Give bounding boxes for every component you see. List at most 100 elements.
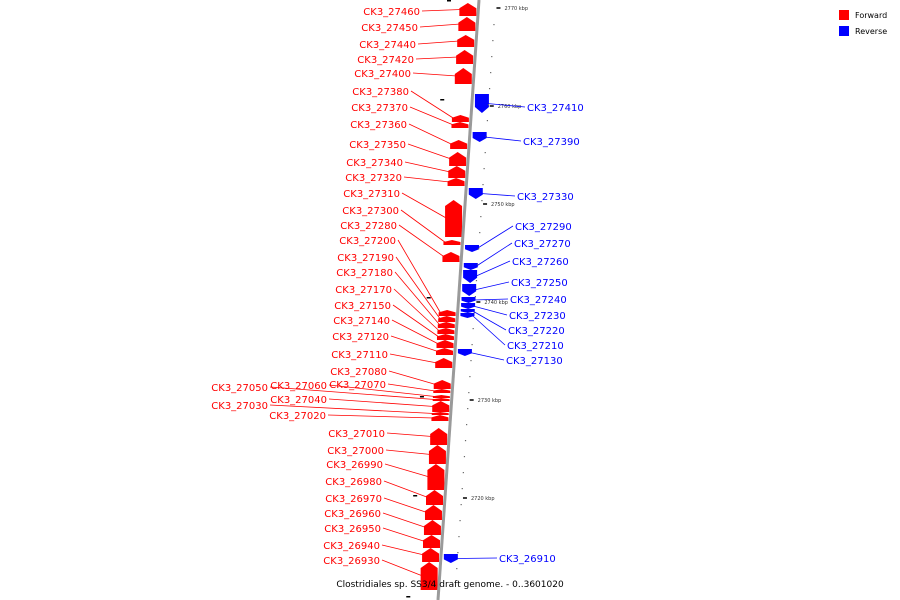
gene-label-ck3-27440[interactable]: CK3_27440 (359, 40, 416, 51)
gene-block-ck3-27330[interactable] (468, 188, 483, 199)
gene-label-ck3-27110[interactable]: CK3_27110 (331, 350, 388, 361)
gene-label-ck3-27150[interactable]: CK3_27150 (334, 301, 391, 312)
gene-block-ck3-27380[interactable] (451, 115, 469, 122)
gene-label-ck3-26910[interactable]: CK3_26910 (499, 554, 556, 565)
gene-label-ck3-27040[interactable]: CK3_27040 (270, 395, 327, 406)
gene-block-ck3-27420[interactable] (456, 50, 474, 64)
gene-label-ck3-27230[interactable]: CK3_27230 (509, 311, 566, 322)
gene-label-ck3-27120[interactable]: CK3_27120 (332, 332, 389, 343)
gene-label-ck3-26950[interactable]: CK3_26950 (324, 524, 381, 535)
gene-block-ck3-27310[interactable] (445, 200, 463, 237)
gene-label-ck3-27270[interactable]: CK3_27270 (514, 239, 571, 250)
gene-label-ck3-27410[interactable]: CK3_27410 (527, 103, 584, 114)
gene-label-ck3-27140[interactable]: CK3_27140 (333, 316, 390, 327)
gene-block-ck3-26930[interactable] (420, 562, 438, 590)
gene-label-ck3-27340[interactable]: CK3_27340 (346, 158, 403, 169)
gene-block-ck3-26970[interactable] (424, 505, 442, 520)
gene-label-ck3-27240[interactable]: CK3_27240 (510, 295, 567, 306)
gene-label-ck3-27220[interactable]: CK3_27220 (508, 326, 565, 337)
gene-block-ck3-27370[interactable] (451, 122, 469, 128)
gene-block-ck3-27130[interactable] (457, 349, 472, 356)
gene-label-ck3-27330[interactable]: CK3_27330 (517, 192, 574, 203)
gene-block-ck3-27360[interactable] (450, 140, 468, 149)
gene-block-ck3-27270[interactable] (463, 263, 478, 270)
gene-label-ck3-27300[interactable]: CK3_27300 (342, 206, 399, 217)
gene-label-ck3-27350[interactable]: CK3_27350 (349, 140, 406, 151)
gene-label-ck3-27320[interactable]: CK3_27320 (345, 173, 402, 184)
gene-block-ck3-27210[interactable] (460, 313, 475, 318)
gene-block-ck3-27120[interactable] (435, 348, 453, 355)
gene-label-ck3-27400[interactable]: CK3_27400 (354, 69, 411, 80)
gene-block-ck3-27230[interactable] (461, 303, 476, 309)
gene-block-ck3-27040[interactable] (432, 401, 450, 412)
gene-label-ck3-27030[interactable]: CK3_27030 (211, 401, 268, 412)
gene-block-ck3-27010[interactable] (430, 428, 448, 445)
gene-label-ck3-26970[interactable]: CK3_26970 (325, 494, 382, 505)
gene-label-ck3-27210[interactable]: CK3_27210 (507, 341, 564, 352)
gene-block-ck3-27020[interactable] (431, 415, 449, 421)
gene-label-ck3-27360[interactable]: CK3_27360 (350, 120, 407, 131)
gene-block-ck3-27150[interactable] (436, 334, 454, 340)
gene-block-ck3-27060[interactable] (432, 395, 450, 398)
gene-block-ck3-27450[interactable] (458, 17, 476, 31)
gene-label-ck3-26940[interactable]: CK3_26940 (323, 541, 380, 552)
gene-block-ck3-27070[interactable] (433, 389, 451, 393)
gene-label-ck3-27060[interactable]: CK3_27060 (270, 381, 327, 392)
gene-label-ck3-27260[interactable]: CK3_27260 (512, 257, 569, 268)
gene-block-ck3-27180[interactable] (437, 322, 455, 328)
gene-block-ck3-27340[interactable] (448, 166, 466, 178)
gene-block-ck3-26990[interactable] (427, 464, 445, 490)
gene-label-ck3-27130[interactable]: CK3_27130 (506, 356, 563, 367)
gene-block-ck3-26910[interactable] (443, 554, 458, 563)
gene-label-ck3-27190[interactable]: CK3_27190 (337, 253, 394, 264)
gene-label-ck3-27460[interactable]: CK3_27460 (363, 7, 420, 18)
gene-block-ck3-27440[interactable] (457, 35, 475, 47)
gene-block-ck3-26950[interactable] (422, 535, 440, 548)
gene-block-ck3-27290[interactable] (465, 245, 480, 252)
gene-label-ck3-26930[interactable]: CK3_26930 (323, 556, 380, 567)
gene-label-ck3-27370[interactable]: CK3_27370 (351, 103, 408, 114)
gene-label-ck3-27170[interactable]: CK3_27170 (335, 285, 392, 296)
gene-label-ck3-26990[interactable]: CK3_26990 (326, 460, 383, 471)
gene-block-ck3-27410[interactable] (474, 94, 489, 113)
gene-block-ck3-27170[interactable] (437, 328, 455, 334)
gene-label-ck3-27200[interactable]: CK3_27200 (339, 236, 396, 247)
gene-label-ck3-27180[interactable]: CK3_27180 (336, 268, 393, 279)
gene-label-ck3-27280[interactable]: CK3_27280 (340, 221, 397, 232)
gene-block-ck3-26960[interactable] (423, 520, 441, 535)
gene-block-ck3-27260[interactable] (463, 270, 478, 283)
gene-label-ck3-27050[interactable]: CK3_27050 (211, 383, 268, 394)
gene-label-ck3-27080[interactable]: CK3_27080 (330, 367, 387, 378)
gene-label-ck3-26980[interactable]: CK3_26980 (325, 477, 382, 488)
gene-block-ck3-27050[interactable] (432, 398, 450, 401)
gene-label-ck3-27420[interactable]: CK3_27420 (357, 55, 414, 66)
gene-label-ck3-27390[interactable]: CK3_27390 (523, 137, 580, 148)
gene-label-ck3-27450[interactable]: CK3_27450 (361, 23, 418, 34)
gene-block-ck3-27200[interactable] (438, 310, 456, 316)
gene-block-ck3-26940[interactable] (422, 548, 440, 562)
gene-block-ck3-27240[interactable] (461, 297, 476, 303)
gene-label-ck3-27310[interactable]: CK3_27310 (343, 189, 400, 200)
gene-block-ck3-27000[interactable] (428, 445, 446, 464)
gene-label-ck3-27380[interactable]: CK3_27380 (352, 87, 409, 98)
gene-label-ck3-27290[interactable]: CK3_27290 (515, 222, 572, 233)
gene-block-ck3-27460[interactable] (459, 3, 477, 16)
gene-block-ck3-26980[interactable] (426, 490, 444, 505)
gene-label-ck3-27020[interactable]: CK3_27020 (269, 411, 326, 422)
gene-block-ck3-27110[interactable] (435, 358, 453, 368)
gene-label-ck3-26960[interactable]: CK3_26960 (324, 509, 381, 520)
gene-label-ck3-27010[interactable]: CK3_27010 (328, 429, 385, 440)
gene-label-ck3-27000[interactable]: CK3_27000 (327, 446, 384, 457)
gene-block-ck3-27280[interactable] (442, 252, 460, 262)
gene-block-ck3-27350[interactable] (449, 152, 467, 166)
gene-block-ck3-27300[interactable] (443, 240, 461, 245)
gene-block-ck3-27140[interactable] (436, 340, 454, 348)
gene-block-ck3-27390[interactable] (472, 132, 487, 142)
gene-block-ck3-27030[interactable] (431, 412, 449, 415)
gene-block-ck3-27220[interactable] (460, 309, 475, 313)
gene-block-ck3-27250[interactable] (462, 284, 477, 296)
gene-block-ck3-27400[interactable] (454, 68, 472, 84)
gene-label-ck3-27070[interactable]: CK3_27070 (329, 380, 386, 391)
gene-block-ck3-27320[interactable] (447, 178, 465, 186)
gene-block-ck3-27080[interactable] (433, 380, 451, 389)
